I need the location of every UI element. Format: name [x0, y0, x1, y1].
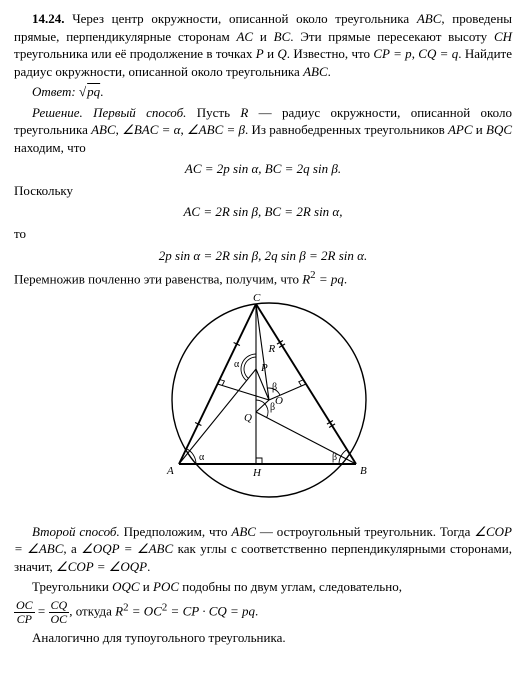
fraction-2: CQ OC: [49, 599, 70, 626]
svg-text:H: H: [252, 467, 262, 479]
svg-text:α: α: [199, 452, 205, 463]
problem-statement: 14.24. Через центр окружности, описанной…: [14, 10, 512, 80]
svg-text:B: B: [360, 465, 367, 477]
then-line: то: [14, 225, 512, 243]
method2-p3: Аналогично для тупоугольного треугольник…: [14, 629, 512, 647]
svg-text:P: P: [260, 362, 268, 374]
svg-text:Q: Q: [244, 412, 252, 424]
geometry-diagram: ABCHOPQRααβββ: [14, 294, 512, 517]
solution-label: Решение.: [32, 105, 83, 120]
svg-text:C: C: [253, 294, 261, 304]
answer-line: Ответ: √pq.: [14, 83, 512, 101]
answer-label: Ответ:: [32, 84, 76, 99]
method2-label: Второй способ.: [32, 524, 120, 539]
problem-number: 14.24.: [32, 11, 65, 26]
fraction-1: OC CP: [14, 599, 35, 626]
svg-text:R: R: [267, 343, 275, 355]
svg-text:α: α: [234, 359, 240, 370]
multiply-line: Перемножив почленно эти равенства, получ…: [14, 268, 512, 288]
svg-text:β: β: [272, 382, 277, 393]
svg-text:A: A: [166, 465, 174, 477]
svg-text:β: β: [332, 452, 337, 463]
equation-1: AC = 2p sin α, BC = 2q sin β.: [14, 160, 512, 178]
solution-method1: Решение. Первый способ. Пусть R — радиус…: [14, 104, 512, 157]
since-line: Поскольку: [14, 182, 512, 200]
method2-fraction-line: OC CP = CQ OC , откуда R2 = OC2 = CP · C…: [14, 599, 512, 626]
method2-p2: Треугольники OQC и POC подобны по двум у…: [14, 578, 512, 596]
equation-3: 2p sin α = 2R sin β, 2q sin β = 2R sin α…: [14, 247, 512, 265]
equation-2: AC = 2R sin β, BC = 2R sin α,: [14, 203, 512, 221]
method2-p1: Второй способ. Предположим, что ABC — ос…: [14, 523, 512, 576]
method1-label: Первый способ.: [93, 105, 186, 120]
svg-text:O: O: [275, 395, 283, 407]
svg-text:β: β: [270, 402, 275, 413]
